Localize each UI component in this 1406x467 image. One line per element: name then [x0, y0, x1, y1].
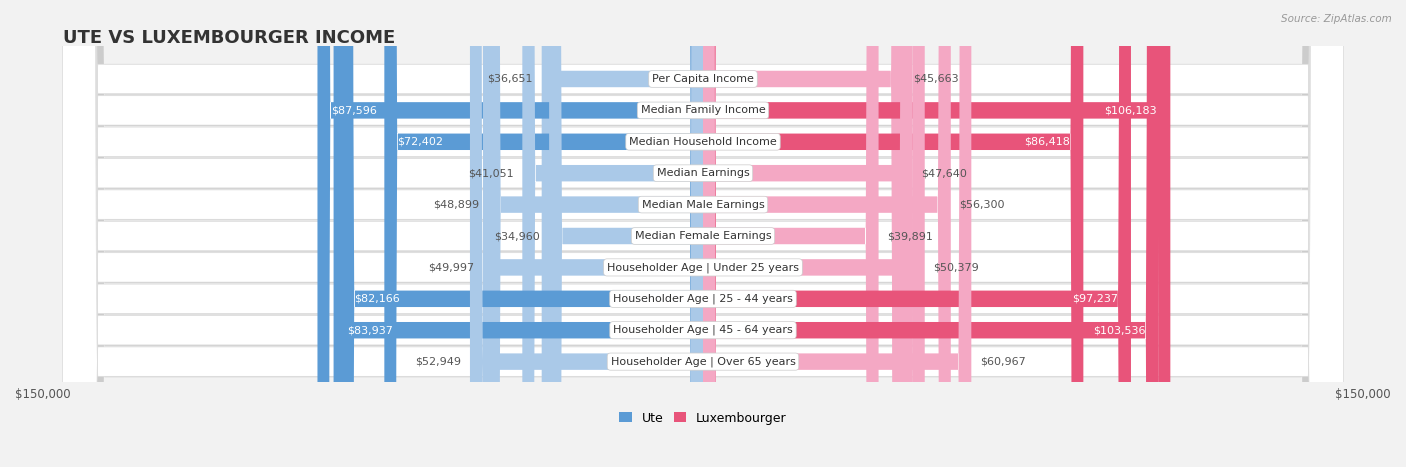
- Text: $50,379: $50,379: [934, 262, 980, 272]
- FancyBboxPatch shape: [63, 0, 1343, 467]
- Text: $45,663: $45,663: [912, 74, 959, 84]
- Text: Median Family Income: Median Family Income: [641, 106, 765, 115]
- FancyBboxPatch shape: [69, 0, 1337, 467]
- Text: $72,402: $72,402: [398, 137, 443, 147]
- FancyBboxPatch shape: [63, 0, 1343, 467]
- Text: $86,418: $86,418: [1024, 137, 1070, 147]
- FancyBboxPatch shape: [522, 0, 703, 467]
- FancyBboxPatch shape: [703, 0, 879, 467]
- FancyBboxPatch shape: [703, 0, 912, 467]
- Text: $49,997: $49,997: [427, 262, 474, 272]
- FancyBboxPatch shape: [69, 0, 1337, 467]
- Text: Householder Age | 45 - 64 years: Householder Age | 45 - 64 years: [613, 325, 793, 335]
- FancyBboxPatch shape: [703, 0, 972, 467]
- FancyBboxPatch shape: [703, 0, 904, 467]
- FancyBboxPatch shape: [703, 0, 1159, 467]
- FancyBboxPatch shape: [703, 0, 950, 467]
- FancyBboxPatch shape: [63, 0, 1343, 467]
- Text: $48,899: $48,899: [433, 199, 479, 210]
- Text: $82,166: $82,166: [354, 294, 401, 304]
- FancyBboxPatch shape: [550, 0, 703, 467]
- FancyBboxPatch shape: [63, 0, 1343, 467]
- FancyBboxPatch shape: [69, 0, 1337, 467]
- FancyBboxPatch shape: [488, 0, 703, 467]
- FancyBboxPatch shape: [482, 0, 703, 467]
- Legend: Ute, Luxembourger: Ute, Luxembourger: [614, 407, 792, 430]
- Text: Median Household Income: Median Household Income: [628, 137, 778, 147]
- Text: Per Capita Income: Per Capita Income: [652, 74, 754, 84]
- Text: $56,300: $56,300: [959, 199, 1005, 210]
- FancyBboxPatch shape: [69, 0, 1337, 467]
- Text: $52,949: $52,949: [415, 357, 461, 367]
- Text: Householder Age | Over 65 years: Householder Age | Over 65 years: [610, 356, 796, 367]
- FancyBboxPatch shape: [342, 0, 703, 467]
- Text: Median Earnings: Median Earnings: [657, 168, 749, 178]
- Text: $106,183: $106,183: [1105, 106, 1157, 115]
- FancyBboxPatch shape: [318, 0, 703, 467]
- FancyBboxPatch shape: [63, 0, 1343, 467]
- FancyBboxPatch shape: [69, 0, 1337, 467]
- FancyBboxPatch shape: [703, 0, 1130, 467]
- FancyBboxPatch shape: [703, 0, 1084, 467]
- FancyBboxPatch shape: [470, 0, 703, 467]
- Text: $41,051: $41,051: [468, 168, 513, 178]
- FancyBboxPatch shape: [703, 0, 1170, 467]
- Text: Householder Age | 25 - 44 years: Householder Age | 25 - 44 years: [613, 294, 793, 304]
- FancyBboxPatch shape: [333, 0, 703, 467]
- FancyBboxPatch shape: [703, 0, 925, 467]
- Text: Source: ZipAtlas.com: Source: ZipAtlas.com: [1281, 14, 1392, 24]
- FancyBboxPatch shape: [69, 0, 1337, 467]
- FancyBboxPatch shape: [63, 0, 1343, 467]
- Text: $103,536: $103,536: [1092, 325, 1146, 335]
- FancyBboxPatch shape: [63, 0, 1343, 467]
- FancyBboxPatch shape: [69, 0, 1337, 467]
- FancyBboxPatch shape: [384, 0, 703, 467]
- Text: $87,596: $87,596: [330, 106, 377, 115]
- FancyBboxPatch shape: [69, 0, 1337, 467]
- Text: UTE VS LUXEMBOURGER INCOME: UTE VS LUXEMBOURGER INCOME: [63, 29, 395, 47]
- Text: $97,237: $97,237: [1071, 294, 1118, 304]
- FancyBboxPatch shape: [63, 0, 1343, 467]
- Text: Householder Age | Under 25 years: Householder Age | Under 25 years: [607, 262, 799, 273]
- Text: $83,937: $83,937: [347, 325, 392, 335]
- Text: Median Female Earnings: Median Female Earnings: [634, 231, 772, 241]
- FancyBboxPatch shape: [69, 0, 1337, 467]
- FancyBboxPatch shape: [63, 0, 1343, 467]
- Text: $34,960: $34,960: [495, 231, 540, 241]
- Text: Median Male Earnings: Median Male Earnings: [641, 199, 765, 210]
- Text: $36,651: $36,651: [488, 74, 533, 84]
- Text: $39,891: $39,891: [887, 231, 934, 241]
- FancyBboxPatch shape: [69, 0, 1337, 467]
- FancyBboxPatch shape: [541, 0, 703, 467]
- Text: $47,640: $47,640: [921, 168, 967, 178]
- FancyBboxPatch shape: [63, 0, 1343, 467]
- Text: $60,967: $60,967: [980, 357, 1026, 367]
